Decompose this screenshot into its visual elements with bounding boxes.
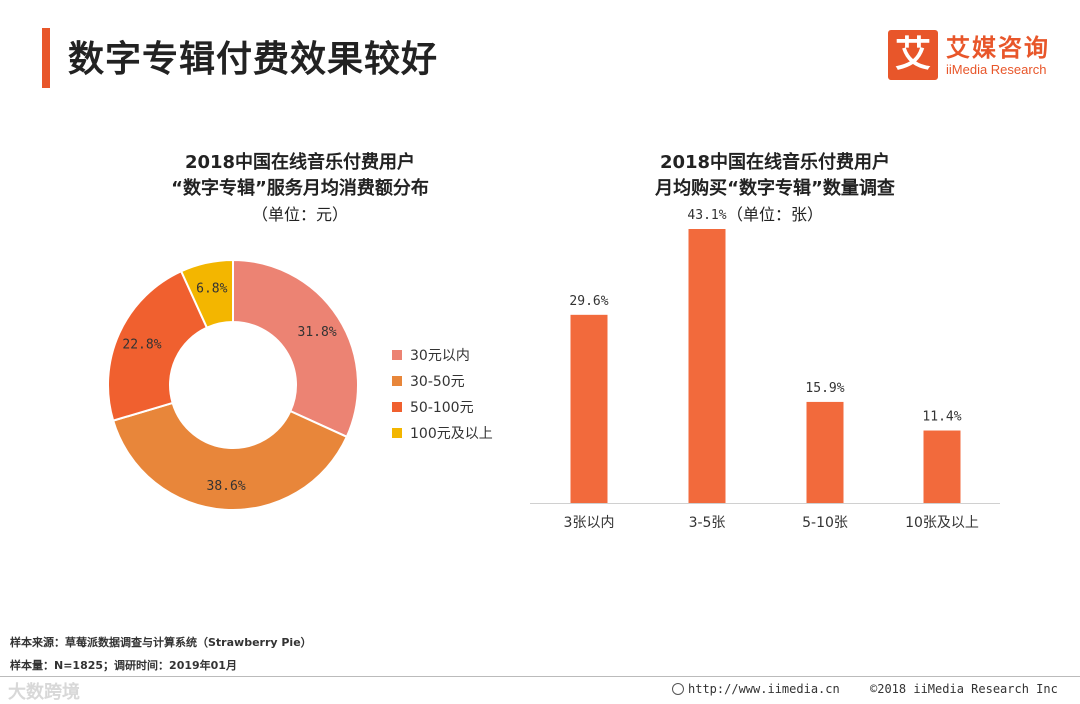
footer-divider — [0, 676, 1080, 677]
legend-item: 100元及以上 — [392, 420, 493, 446]
donut-slice — [179, 258, 234, 329]
bar — [923, 430, 961, 503]
bar-title-unit: （单位：张） — [726, 205, 823, 224]
legend-item: 50-100元 — [392, 394, 493, 420]
legend-label: 50-100元 — [410, 400, 474, 416]
legend-swatch — [392, 376, 402, 386]
donut-slice-label: 31.8% — [298, 325, 337, 340]
logo-cn-text: 艾媒咨询 — [946, 34, 1050, 62]
donut-slice — [111, 401, 349, 511]
donut-slice-label: 6.8% — [196, 281, 227, 296]
legend-swatch — [392, 350, 402, 360]
footer-url-text[interactable]: http://www.iimedia.cn — [688, 682, 840, 696]
legend-swatch — [392, 428, 402, 438]
footer-url[interactable]: http://www.iimedia.cn — [672, 682, 840, 696]
bar-category-label: 10张及以上 — [905, 515, 979, 531]
legend-label: 30元以内 — [410, 348, 470, 364]
donut-slice-label: 22.8% — [122, 338, 161, 353]
bar-value-label: 43.1% — [687, 208, 726, 223]
globe-icon — [672, 683, 684, 695]
sample-source-note: 样本来源：草莓派数据调查与计算系统（Strawberry Pie） — [10, 636, 312, 649]
donut-title-unit: （单位：元） — [251, 205, 348, 224]
donut-slice-label: 38.6% — [207, 479, 246, 494]
iimedia-logo: 艾 艾媒咨询 iiMedia Research — [888, 30, 1068, 82]
bar — [570, 314, 608, 503]
bar-value-label: 29.6% — [569, 294, 608, 309]
title-accent-bar — [42, 28, 50, 88]
bar — [806, 401, 844, 503]
footer-copyright: ©2018 iiMedia Research Inc — [870, 682, 1058, 696]
bar-title-line2: 月均购买“数字专辑”数量调查 — [655, 178, 895, 199]
bar-title-line1: 2018中国在线音乐付费用户 — [659, 152, 891, 173]
bar — [688, 229, 726, 503]
donut-slice — [232, 258, 359, 439]
bar-category-label: 5-10张 — [802, 515, 848, 531]
donut-slice — [107, 269, 209, 422]
watermark-text: 大数跨境 — [8, 682, 80, 703]
donut-chart-title: 2018中国在线音乐付费用户 “数字专辑”服务月均消费额分布 （单位：元） — [100, 150, 500, 228]
bar-value-label: 15.9% — [805, 381, 844, 396]
bar-chart-title: 2018中国在线音乐付费用户 月均购买“数字专辑”数量调查 （单位：张） — [575, 150, 975, 228]
legend-item: 30-50元 — [392, 368, 493, 394]
page-title: 数字专辑付费效果较好 — [68, 39, 439, 80]
donut-legend: 30元以内 30-50元 50-100元 100元及以上 — [392, 342, 493, 446]
legend-label: 100元及以上 — [410, 426, 493, 442]
bar-category-label: 3-5张 — [689, 515, 726, 531]
bar-category-label: 3张以内 — [564, 515, 615, 531]
bar-value-label: 11.4% — [922, 410, 961, 425]
donut-title-line1: 2018中国在线音乐付费用户 — [184, 152, 416, 173]
donut-title-line2: “数字专辑”服务月均消费额分布 — [171, 178, 429, 199]
sample-size-note: 样本量：N=1825；调研时间：2019年01月 — [10, 659, 237, 672]
legend-swatch — [392, 402, 402, 412]
logo-en-text: iiMedia Research — [946, 62, 1047, 77]
legend-item: 30元以内 — [392, 342, 493, 368]
logo-mark-icon: 艾 — [888, 30, 938, 80]
legend-label: 30-50元 — [410, 374, 465, 390]
